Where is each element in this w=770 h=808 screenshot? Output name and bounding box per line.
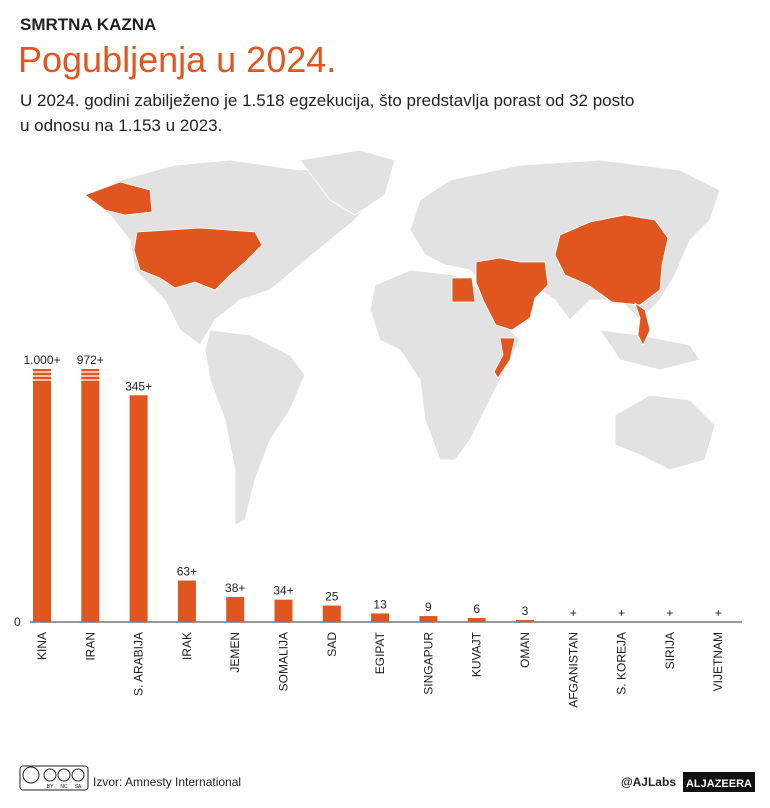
license-icon	[22, 766, 40, 784]
x-tick-label: KUVAJT	[470, 631, 484, 677]
country-egypt	[451, 277, 476, 303]
x-tick-label: SAD	[325, 632, 339, 657]
value-label: 34+	[273, 584, 293, 598]
license-label: NC	[60, 784, 68, 790]
license-icon	[57, 768, 71, 782]
value-label: 63+	[177, 565, 197, 579]
license-badge: BY NC SA	[19, 765, 89, 791]
bar	[371, 613, 390, 622]
bar	[33, 369, 51, 622]
value-label: 345+	[125, 379, 152, 393]
x-tick-label: EGIPAT	[373, 631, 387, 674]
country-middle-east	[475, 257, 549, 331]
value-label: 9	[425, 600, 432, 614]
license-icon	[43, 768, 57, 782]
x-tick-label: OMAN	[518, 632, 532, 668]
x-tick-label: SIRIJA	[663, 632, 677, 669]
bar	[129, 395, 148, 622]
x-tick-label: AFGANISTAN	[566, 632, 580, 708]
world-map	[84, 149, 721, 526]
logo: ALJAZEERA	[686, 778, 752, 790]
value-label: 972+	[77, 353, 104, 367]
bar	[274, 599, 293, 622]
license-label: SA	[75, 784, 82, 790]
x-tick-label: IRAK	[180, 632, 194, 660]
bar	[81, 369, 100, 622]
country-china	[554, 214, 669, 306]
chart-title: Pogubljenja u 2024.	[18, 39, 336, 80]
value-label: +	[715, 606, 722, 620]
source: Izvor: Amnesty International	[93, 775, 241, 789]
license-label: BY	[47, 784, 54, 790]
license-icon	[71, 768, 85, 782]
subtitle-line: U 2024. godini zabilježeno je 1.518 egze…	[20, 91, 634, 110]
bar	[516, 620, 534, 622]
x-tick-label: IRAN	[83, 632, 97, 661]
land-australia	[614, 394, 716, 471]
value-label: 25	[325, 590, 339, 604]
bar	[419, 616, 438, 622]
value-label: 38+	[225, 581, 245, 595]
value-label: 3	[522, 604, 529, 618]
value-label: 1.000+	[23, 353, 60, 367]
x-tick-label: S. KOREJA	[615, 632, 629, 695]
bar	[226, 597, 245, 622]
bar	[322, 605, 341, 622]
country-usa	[133, 227, 263, 291]
y-tick-label: 0	[14, 615, 21, 629]
bar	[177, 580, 196, 622]
bar	[467, 618, 486, 622]
x-tick-label: S. ARABIJA	[132, 632, 146, 696]
value-label: +	[618, 606, 625, 620]
value-label: 6	[473, 602, 480, 616]
subtitle-line: u odnosu na 1.153 u 2023.	[20, 116, 222, 135]
kicker: SMRTNA KAZNA	[20, 15, 156, 34]
x-tick-label: SINGAPUR	[421, 632, 435, 695]
x-tick-label: VIJETNAM	[711, 632, 725, 691]
x-tick-label: JEMEN	[228, 632, 242, 673]
land-greenland	[299, 149, 396, 216]
land-south-america	[204, 329, 306, 526]
highlighted-countries	[84, 181, 669, 379]
x-tick-label: SOMALIJA	[277, 632, 291, 691]
country-vietnam	[634, 301, 651, 346]
land-southeast-asia	[598, 329, 701, 371]
value-label: +	[570, 606, 577, 620]
credit: @AJLabs	[621, 775, 676, 789]
value-label: +	[666, 606, 673, 620]
country-usa-alaska	[84, 181, 153, 216]
x-tick-label: KINA	[35, 632, 49, 660]
value-label: 13	[373, 597, 387, 611]
logo-box	[683, 772, 755, 792]
country-somalia	[493, 337, 516, 379]
